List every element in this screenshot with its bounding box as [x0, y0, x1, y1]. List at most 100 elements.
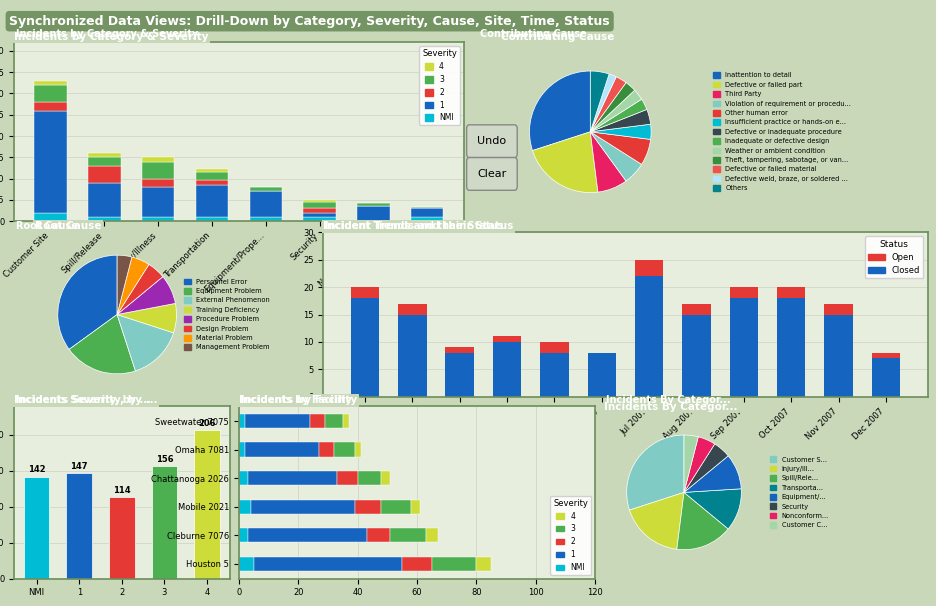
Bar: [303, 217, 335, 221]
Bar: [318, 442, 333, 457]
Bar: [244, 414, 310, 428]
Text: Contributing Cause: Contributing Cause: [501, 32, 614, 42]
Text: Incidents By Categor...: Incidents By Categor...: [604, 402, 737, 412]
Wedge shape: [532, 132, 597, 193]
Bar: [431, 556, 475, 571]
Bar: [249, 187, 282, 191]
Bar: [303, 200, 335, 202]
Legend: Customer S..., Injury/Ill..., Spill/Rele..., Transporta..., Equipment/..., Secur: Customer S..., Injury/Ill..., Spill/Rele…: [767, 454, 830, 531]
Text: Root Cause: Root Cause: [35, 221, 101, 231]
Bar: [196, 172, 228, 181]
Bar: [343, 414, 348, 428]
Bar: [35, 213, 66, 221]
Bar: [366, 528, 389, 542]
Bar: [681, 304, 709, 315]
Bar: [88, 166, 121, 183]
Text: Synchronized Data Views: Drill-Down by Category, Severity, Cause, Site, Time, St: Synchronized Data Views: Drill-Down by C…: [9, 15, 609, 28]
Bar: [445, 347, 474, 353]
Bar: [244, 442, 318, 457]
Bar: [492, 342, 520, 397]
Bar: [411, 208, 443, 217]
Bar: [249, 191, 282, 217]
Bar: [402, 556, 431, 571]
Bar: [35, 85, 66, 102]
Wedge shape: [590, 110, 650, 132]
Bar: [254, 556, 402, 571]
Wedge shape: [590, 124, 651, 139]
Wedge shape: [590, 74, 616, 132]
Wedge shape: [117, 257, 149, 315]
FancyBboxPatch shape: [466, 158, 517, 190]
Bar: [35, 110, 66, 213]
Bar: [196, 217, 228, 221]
Bar: [239, 471, 247, 485]
Bar: [142, 158, 174, 162]
Wedge shape: [58, 255, 117, 350]
Bar: [870, 353, 899, 359]
Wedge shape: [629, 492, 683, 549]
Bar: [239, 414, 244, 428]
Bar: [194, 430, 220, 579]
Bar: [337, 471, 358, 485]
Bar: [492, 336, 520, 342]
Bar: [381, 499, 411, 514]
Bar: [247, 528, 366, 542]
Wedge shape: [117, 304, 176, 333]
Wedge shape: [626, 435, 683, 510]
Bar: [303, 202, 335, 208]
Bar: [152, 467, 177, 579]
Wedge shape: [683, 437, 714, 492]
Text: Contributing Cause: Contributing Cause: [479, 29, 586, 39]
Bar: [66, 473, 92, 579]
Bar: [350, 287, 379, 298]
Wedge shape: [590, 132, 641, 181]
Wedge shape: [590, 132, 650, 164]
Bar: [425, 528, 437, 542]
Bar: [354, 442, 360, 457]
Legend: Personnel Error, Equipment Problem, External Phenomenon, Training Deficiency, Pr: Personnel Error, Equipment Problem, Exte…: [182, 276, 272, 353]
Wedge shape: [529, 71, 590, 150]
Bar: [445, 353, 474, 397]
Wedge shape: [683, 489, 740, 529]
Wedge shape: [590, 82, 634, 132]
Wedge shape: [590, 99, 646, 132]
Bar: [411, 217, 443, 221]
Bar: [249, 217, 282, 221]
Bar: [333, 442, 354, 457]
Text: Incident Trends and their Status: Incident Trends and their Status: [323, 221, 513, 231]
Bar: [239, 499, 251, 514]
Bar: [357, 206, 389, 221]
Bar: [35, 81, 66, 85]
Bar: [239, 528, 247, 542]
Legend: 4, 3, 2, 1, NMI: 4, 3, 2, 1, NMI: [549, 496, 591, 575]
Bar: [411, 499, 419, 514]
Bar: [251, 499, 354, 514]
Wedge shape: [117, 255, 132, 315]
Bar: [357, 204, 389, 206]
Text: 206: 206: [198, 419, 215, 428]
Wedge shape: [683, 444, 727, 492]
FancyBboxPatch shape: [466, 125, 517, 158]
Bar: [729, 298, 757, 397]
Text: Incidents Severity, by ...: Incidents Severity, by ...: [14, 395, 157, 405]
Text: Root Cause: Root Cause: [16, 221, 78, 231]
Bar: [35, 102, 66, 110]
Bar: [587, 353, 615, 397]
Text: 156: 156: [155, 455, 173, 464]
Bar: [142, 179, 174, 187]
Wedge shape: [69, 315, 136, 374]
Bar: [142, 162, 174, 179]
Wedge shape: [117, 315, 173, 371]
Text: Incidents by Category & Severity: Incidents by Category & Severity: [14, 32, 209, 42]
Legend: Open, Closed: Open, Closed: [864, 236, 923, 278]
Bar: [729, 287, 757, 298]
Text: Incidents by Category & Severity: Incidents by Category & Severity: [16, 29, 198, 39]
Bar: [681, 315, 709, 397]
Bar: [88, 153, 121, 158]
Bar: [239, 442, 244, 457]
Bar: [411, 207, 443, 208]
Text: Clear: Clear: [476, 169, 506, 179]
Bar: [88, 158, 121, 166]
Text: 147: 147: [70, 462, 88, 471]
Bar: [824, 304, 852, 315]
